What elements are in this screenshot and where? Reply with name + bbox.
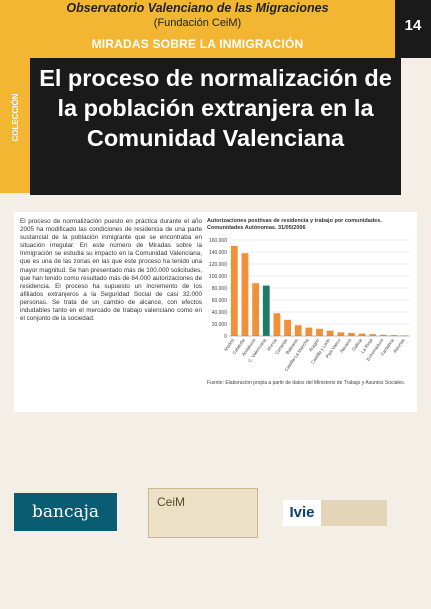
- side-label: COLECCIÓN: [11, 93, 20, 142]
- bar: [316, 328, 323, 336]
- bar: [369, 334, 377, 336]
- bar: [252, 283, 260, 336]
- y-tick-label: 60.000: [212, 298, 228, 304]
- bar: [273, 313, 281, 336]
- logo-ceim: CeiM: [148, 488, 258, 538]
- side-strip: COLECCIÓN: [0, 58, 30, 193]
- bar: [337, 332, 345, 336]
- bar: [358, 333, 366, 336]
- x-tick-label: Asturias: [392, 337, 406, 354]
- bar: [230, 246, 238, 336]
- y-tick-label: 0: [224, 334, 227, 340]
- bar: [326, 330, 334, 336]
- y-tick-label: 140.000: [209, 250, 227, 256]
- bar: [294, 325, 302, 336]
- collection: MIRADAS SOBRE LA INMIGRACIÓN: [91, 37, 304, 51]
- bar: [241, 253, 249, 336]
- top-band: [0, 0, 395, 58]
- chart: Autorizaciones positivas de residencia y…: [207, 218, 410, 386]
- body-text: El proceso de normalización puesto en pr…: [20, 218, 202, 323]
- y-tick-label: 80.000: [212, 286, 228, 292]
- issue-number: 14: [395, 0, 431, 58]
- y-tick-label: 160.000: [209, 238, 227, 244]
- bar: [262, 285, 270, 336]
- y-tick-label: 40.000: [212, 310, 228, 316]
- y-tick-label: 100.000: [209, 274, 227, 280]
- bar: [379, 334, 387, 336]
- bar: [348, 333, 355, 336]
- series-title: Observatorio Valenciano de las Migracion…: [66, 1, 329, 15]
- bar: [305, 327, 313, 336]
- bar: [390, 335, 398, 336]
- logo-bancaja: bancaja: [14, 493, 117, 531]
- logos: bancaja CeiM Ivie: [0, 480, 431, 550]
- logo-ivie-text: Ivie: [283, 500, 321, 526]
- bar: [284, 319, 291, 336]
- main-title: El proceso de normalización de la poblac…: [30, 58, 401, 195]
- y-tick-label: 120.000: [209, 262, 227, 268]
- chart-title: Autorizaciones positivas de residencia y…: [207, 218, 382, 231]
- logo-ivie: Ivie: [283, 500, 387, 526]
- chart-source: Fuente: Elaboración propia a partir de d…: [207, 380, 405, 386]
- institution: (Fundación CeiM): [153, 17, 242, 29]
- y-tick-label: 20.000: [212, 322, 228, 328]
- x-tick-label: Navarra: [339, 337, 353, 353]
